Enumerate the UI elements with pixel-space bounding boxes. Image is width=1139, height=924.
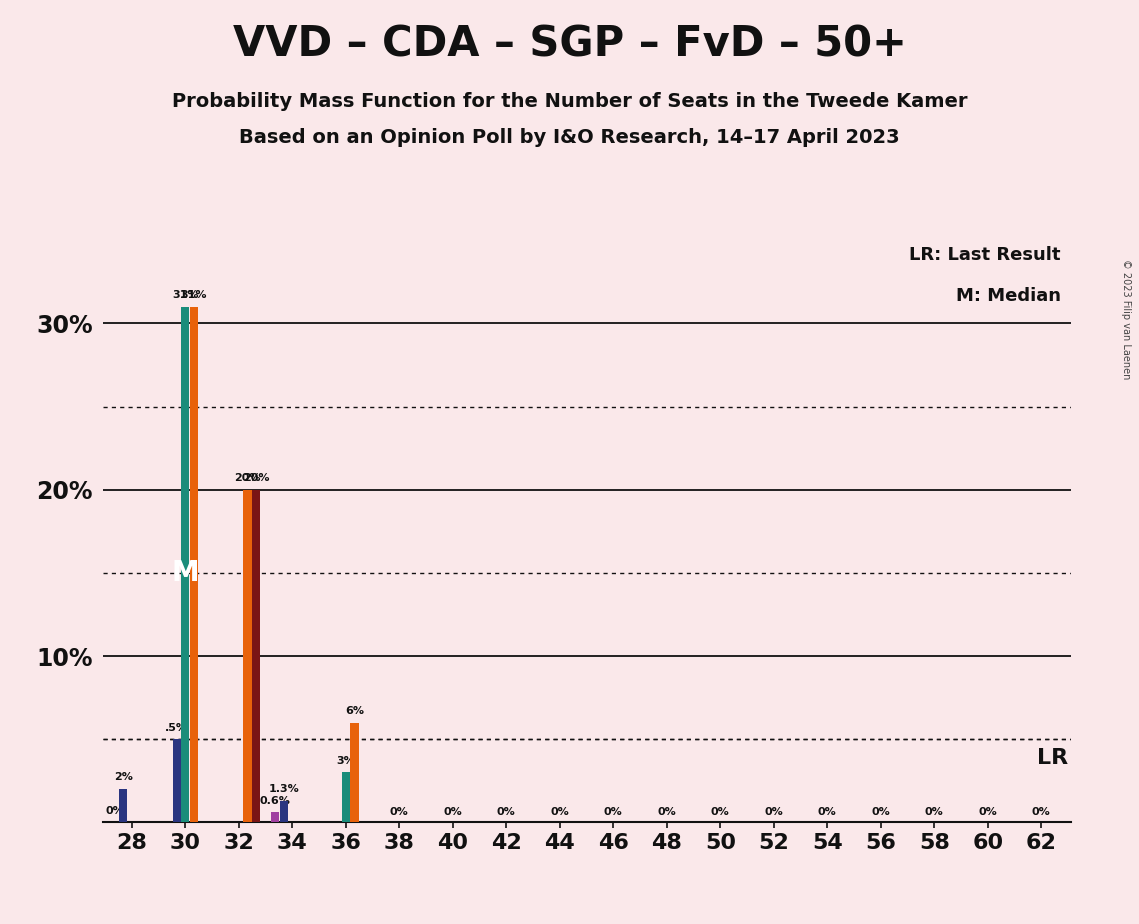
Text: 0%: 0% xyxy=(106,806,124,816)
Text: 0%: 0% xyxy=(443,808,462,818)
Text: 0%: 0% xyxy=(711,808,730,818)
Text: Probability Mass Function for the Number of Seats in the Tweede Kamer: Probability Mass Function for the Number… xyxy=(172,92,967,112)
Text: M: Median: M: Median xyxy=(956,286,1060,305)
Text: M: M xyxy=(172,559,199,587)
Bar xyxy=(120,789,128,822)
Bar xyxy=(280,801,288,822)
Bar xyxy=(173,739,181,822)
Bar xyxy=(351,723,359,822)
Text: © 2023 Filip van Laenen: © 2023 Filip van Laenen xyxy=(1121,259,1131,379)
Text: 0%: 0% xyxy=(978,808,997,818)
Text: 31%: 31% xyxy=(181,290,207,300)
Bar xyxy=(271,812,279,822)
Text: VVD – CDA – SGP – FvD – 50+: VVD – CDA – SGP – FvD – 50+ xyxy=(232,23,907,65)
Text: 0%: 0% xyxy=(604,808,623,818)
Bar xyxy=(181,307,189,822)
Text: 0%: 0% xyxy=(497,808,516,818)
Text: LR: Last Result: LR: Last Result xyxy=(909,246,1060,264)
Text: 3%: 3% xyxy=(336,756,355,766)
Text: 0%: 0% xyxy=(871,808,891,818)
Text: LR: LR xyxy=(1036,748,1068,768)
Text: 2%: 2% xyxy=(114,772,133,783)
Text: 31%: 31% xyxy=(172,290,198,300)
Text: 0%: 0% xyxy=(1032,808,1050,818)
Text: 20%: 20% xyxy=(243,473,269,483)
Text: 0%: 0% xyxy=(390,808,409,818)
Text: 6%: 6% xyxy=(345,706,364,716)
Text: 0%: 0% xyxy=(550,808,570,818)
Text: 1.3%: 1.3% xyxy=(269,784,300,794)
Text: Based on an Opinion Poll by I&O Research, 14–17 April 2023: Based on an Opinion Poll by I&O Research… xyxy=(239,128,900,147)
Bar xyxy=(244,490,252,822)
Bar xyxy=(342,772,350,822)
Bar xyxy=(252,490,260,822)
Text: 0%: 0% xyxy=(818,808,837,818)
Text: 0%: 0% xyxy=(925,808,943,818)
Text: 0%: 0% xyxy=(764,808,784,818)
Text: 0.6%: 0.6% xyxy=(260,796,290,806)
Text: .5%: .5% xyxy=(165,723,188,733)
Text: 0%: 0% xyxy=(657,808,677,818)
Bar xyxy=(190,307,198,822)
Text: 20%: 20% xyxy=(235,473,261,483)
